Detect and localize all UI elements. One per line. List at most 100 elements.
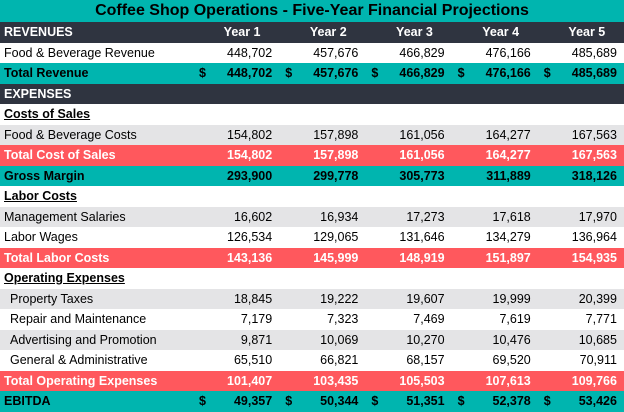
value-cell[interactable]: 17,618 — [452, 207, 538, 228]
value-cell[interactable]: 7,771 — [538, 309, 624, 330]
value-cell[interactable]: 457,676 — [279, 43, 365, 64]
value-cell[interactable]: 145,999 — [279, 248, 365, 269]
row-label[interactable]: Total Cost of Sales — [4, 148, 116, 162]
value-cell[interactable]: 448,702 — [193, 43, 279, 64]
value-cell[interactable]: 157,898 — [279, 125, 365, 146]
value-cell[interactable]: 164,277 — [452, 125, 538, 146]
value-cell[interactable]: 16,934 — [279, 207, 365, 228]
row-label[interactable]: Labor Wages — [4, 230, 78, 244]
value-cell[interactable]: 143,136 — [193, 248, 279, 269]
value-cell[interactable]: 19,607 — [365, 289, 451, 310]
value-cell[interactable]: 476,166 — [452, 43, 538, 64]
row-label[interactable]: Operating Expenses — [4, 271, 125, 285]
value-cell[interactable]: 154,802 — [193, 145, 279, 166]
value-cell[interactable]: 20,399 — [538, 289, 624, 310]
row-label[interactable]: Advertising and Promotion — [10, 332, 157, 347]
value-cell[interactable]: 17,273 — [365, 207, 451, 228]
row-label[interactable]: EBITDA — [4, 394, 51, 408]
value-cell[interactable]: 109,766 — [538, 371, 624, 392]
row-label[interactable]: Gross Margin — [4, 168, 85, 183]
value-cell[interactable]: 157,898 — [279, 145, 365, 166]
row-label[interactable]: Property Taxes — [10, 291, 94, 306]
value-cell[interactable]: 10,476 — [452, 330, 538, 351]
value-cell[interactable]: $53,426 — [538, 391, 624, 412]
value-cell[interactable]: 148,919 — [365, 248, 451, 269]
value-cell[interactable]: $485,689 — [538, 63, 624, 84]
value-cell[interactable]: 65,510 — [193, 350, 279, 371]
value-cell[interactable]: 154,935 — [538, 248, 624, 269]
value-cell[interactable]: $448,702 — [193, 63, 279, 84]
value-cell[interactable]: 129,065 — [279, 227, 365, 248]
row-label[interactable]: Total Revenue — [4, 66, 89, 80]
value-cell[interactable]: 466,829 — [365, 43, 451, 64]
value-cell[interactable]: 485,689 — [538, 43, 624, 64]
value-cell[interactable]: 16,602 — [193, 207, 279, 228]
value-cell[interactable]: 7,323 — [279, 309, 365, 330]
value-cell[interactable]: 136,964 — [538, 227, 624, 248]
value-cell[interactable]: 299,778 — [279, 166, 365, 187]
value-cell[interactable]: 18,845 — [193, 289, 279, 310]
value-cell[interactable]: 167,563 — [538, 125, 624, 146]
value-cell[interactable]: 101,407 — [193, 371, 279, 392]
value-cell[interactable]: 68,157 — [365, 350, 451, 371]
value-cell[interactable]: $49,357 — [193, 391, 279, 412]
value-cell[interactable]: 131,646 — [365, 227, 451, 248]
row-label[interactable]: Total Operating Expenses — [4, 373, 158, 388]
year-header[interactable]: Year 3 — [396, 25, 433, 39]
value-cell[interactable]: 161,056 — [365, 125, 451, 146]
value-cell[interactable]: 134,279 — [452, 227, 538, 248]
year-header[interactable]: Year 1 — [223, 25, 261, 39]
value-cell[interactable]: $476,166 — [452, 63, 538, 84]
value-cell[interactable]: 69,520 — [452, 350, 538, 371]
value-cell[interactable]: 70,911 — [538, 350, 624, 371]
value-cell[interactable]: 10,069 — [279, 330, 365, 351]
value-cell[interactable]: 305,773 — [365, 166, 451, 187]
value-cell[interactable]: 161,056 — [365, 145, 451, 166]
cell-value: 109,766 — [571, 373, 617, 388]
value-cell[interactable]: 107,613 — [452, 371, 538, 392]
value-cell[interactable]: $51,351 — [365, 391, 451, 412]
cell-value: 457,676 — [313, 66, 359, 80]
value-cell[interactable]: 66,821 — [279, 350, 365, 371]
cell-value: 134,279 — [485, 230, 531, 244]
value-cell[interactable]: $52,378 — [452, 391, 538, 412]
year-header[interactable]: Year 5 — [568, 25, 606, 39]
value-cell[interactable]: $50,344 — [279, 391, 365, 412]
value-cell[interactable]: 318,126 — [538, 166, 624, 187]
value-cell[interactable]: 154,802 — [193, 125, 279, 146]
value-cell[interactable]: 311,889 — [452, 166, 538, 187]
row-label[interactable]: Food & Beverage Costs — [4, 127, 137, 142]
value-cell[interactable]: $466,829 — [365, 63, 451, 84]
value-cell[interactable]: 103,435 — [279, 371, 365, 392]
row-label[interactable]: Food & Beverage Revenue — [4, 45, 155, 60]
value-cell[interactable]: 167,563 — [538, 145, 624, 166]
value-cell[interactable]: 17,970 — [538, 207, 624, 228]
value-cell[interactable]: $457,676 — [279, 63, 365, 84]
value-cell[interactable]: 164,277 — [452, 145, 538, 166]
currency-symbol — [279, 309, 285, 330]
value-cell[interactable]: 7,619 — [452, 309, 538, 330]
value-cell[interactable]: 10,685 — [538, 330, 624, 351]
value-cell[interactable]: 19,222 — [279, 289, 365, 310]
value-cell[interactable]: 7,179 — [193, 309, 279, 330]
value-cell[interactable]: 151,897 — [452, 248, 538, 269]
row-label[interactable]: General & Administrative — [10, 353, 148, 367]
value-cell[interactable]: 7,469 — [365, 309, 451, 330]
value-cell[interactable]: 126,534 — [193, 227, 279, 248]
row-label[interactable]: Total Labor Costs — [4, 250, 110, 265]
value-cell[interactable]: 9,871 — [193, 330, 279, 351]
cell-value: 154,935 — [571, 250, 617, 265]
value-cell[interactable]: 19,999 — [452, 289, 538, 310]
value-cell[interactable]: 293,900 — [193, 166, 279, 187]
row-label[interactable]: REVENUES — [4, 25, 73, 39]
value-cell[interactable]: 105,503 — [365, 371, 451, 392]
row-label[interactable]: EXPENSES — [4, 86, 72, 101]
year-header[interactable]: Year 2 — [309, 25, 347, 39]
row-label[interactable]: Management Salaries — [4, 209, 126, 224]
cell-value: 476,166 — [485, 66, 531, 80]
row-label[interactable]: Repair and Maintenance — [10, 312, 147, 326]
year-header[interactable]: Year 4 — [482, 25, 520, 39]
row-label[interactable]: Costs of Sales — [4, 107, 91, 121]
row-label[interactable]: Labor Costs — [4, 189, 77, 203]
value-cell[interactable]: 10,270 — [365, 330, 451, 351]
